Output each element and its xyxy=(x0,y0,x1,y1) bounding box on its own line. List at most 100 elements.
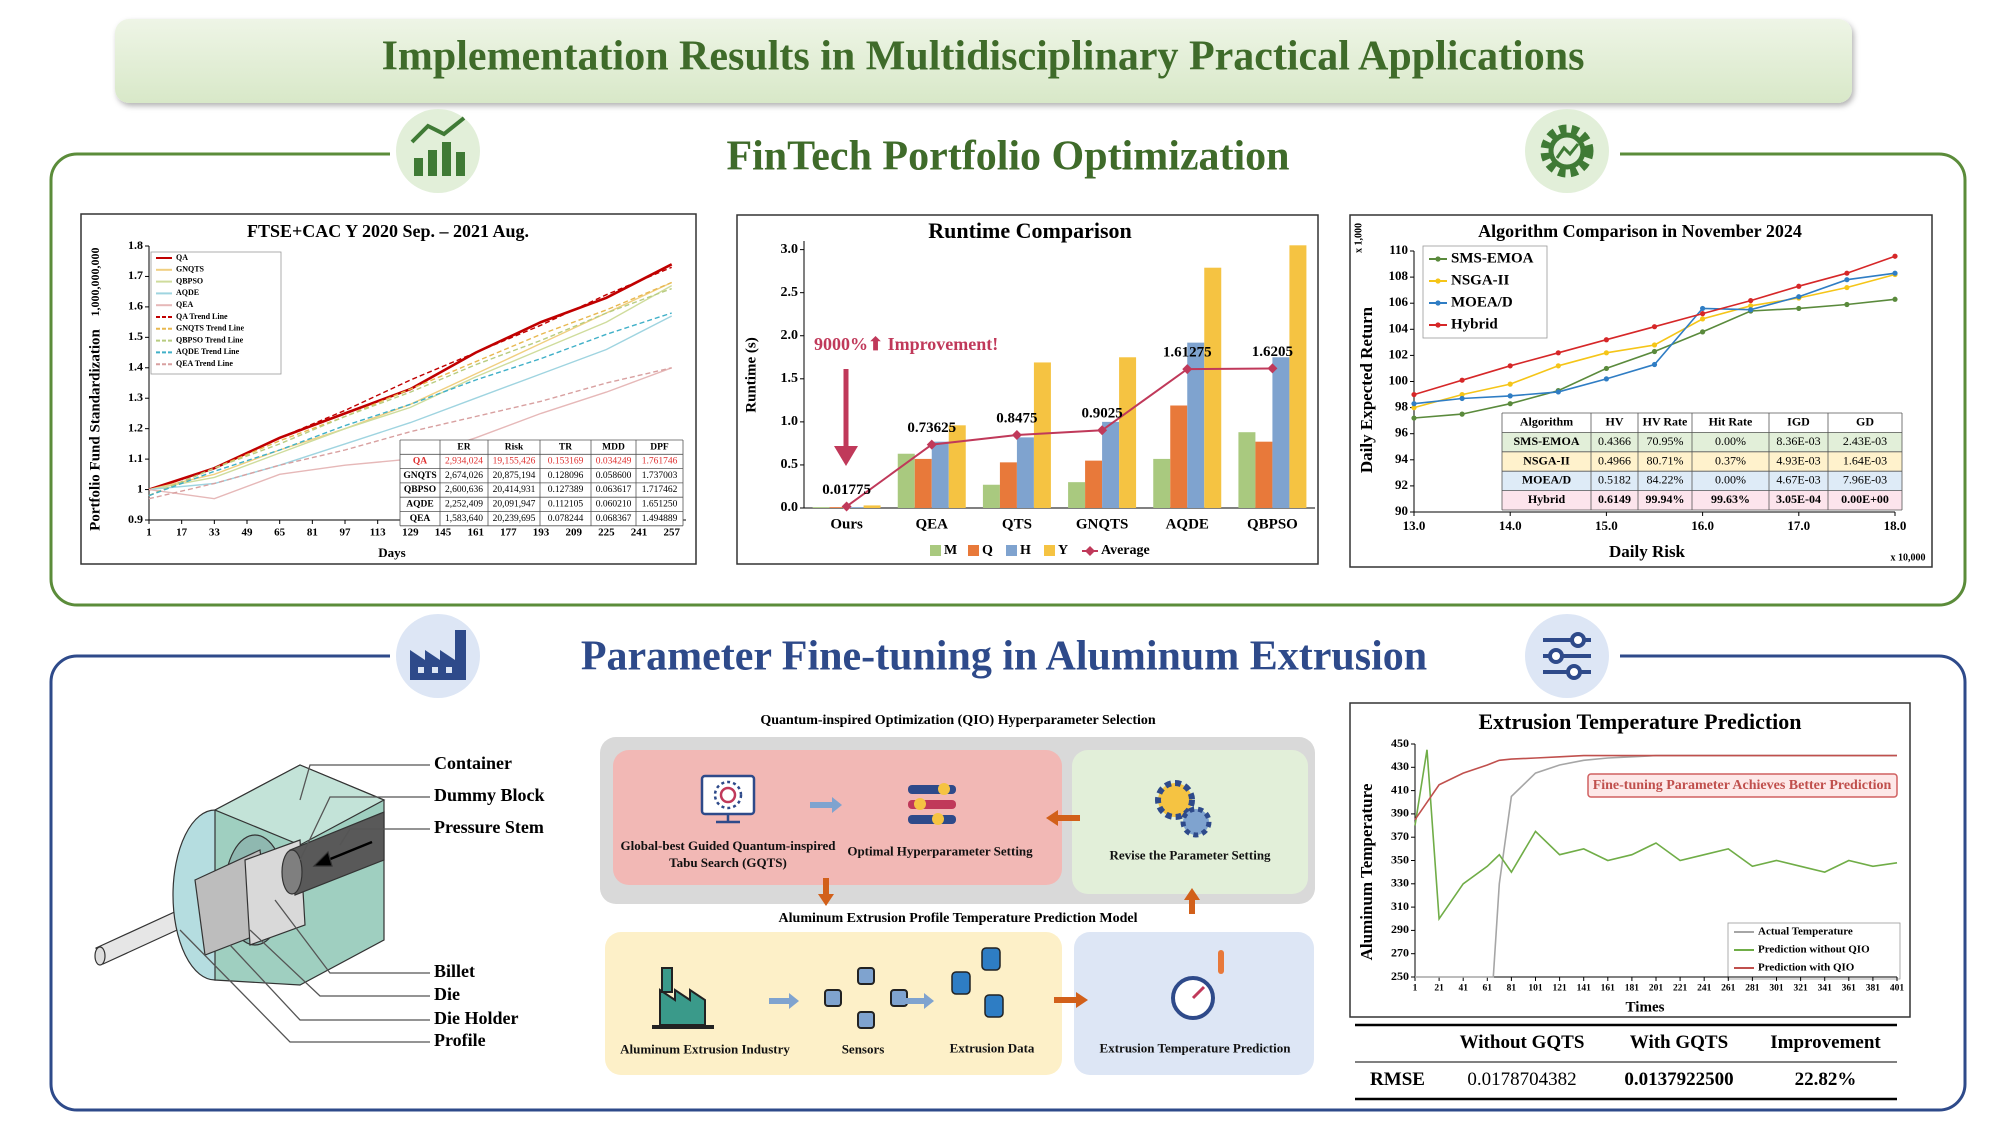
table-cell: 1.717462 xyxy=(642,485,678,495)
table-cell: 0.068367 xyxy=(596,514,632,524)
step-label: Optimal Hyperparameter Setting xyxy=(847,843,1033,859)
table-header: ER xyxy=(457,442,470,452)
average-marker xyxy=(841,501,852,512)
table-cell: AQDE xyxy=(406,500,433,510)
table-cell: 1.737003 xyxy=(642,471,678,481)
table-header: Without GQTS xyxy=(1460,1032,1585,1053)
legend-box xyxy=(1422,245,1548,339)
title-gap xyxy=(390,140,1620,170)
part-label: Die Holder xyxy=(434,1008,518,1028)
x-tick-label: 241 xyxy=(631,527,648,539)
series-marker xyxy=(1411,391,1417,398)
model-title: Aluminum Extrusion Profile Temperature P… xyxy=(779,911,1138,926)
step-label: Extrusion Data xyxy=(949,1040,1035,1056)
leader-lines xyxy=(179,764,430,1043)
step-label: Extrusion Temperature Prediction xyxy=(1099,1040,1291,1056)
y-tick-label: 2.5 xyxy=(781,285,799,300)
series-line xyxy=(148,284,673,491)
table-cell: 1.494889 xyxy=(642,514,678,524)
series-line xyxy=(148,287,672,497)
table-cell: 99.63% xyxy=(1711,492,1750,506)
legend-label: GNQTS xyxy=(176,265,205,274)
y-tick-label: 1.7 xyxy=(128,268,143,282)
x-tick-label: 221 xyxy=(1673,984,1688,994)
y-tick-label: 94 xyxy=(1395,451,1409,466)
x-tick-label: QBPSO xyxy=(1247,516,1298,532)
annotation-arrow xyxy=(834,369,858,466)
table-cell: MOEA/D xyxy=(1522,473,1572,487)
average-marker xyxy=(1097,425,1108,436)
table-row-bg xyxy=(1502,471,1902,491)
series-line xyxy=(148,266,672,497)
y-tick-label: 100 xyxy=(1389,372,1409,387)
y-tick-label: 1.4 xyxy=(128,360,143,374)
series-marker xyxy=(1748,307,1754,313)
table-cell: 0.058600 xyxy=(596,471,632,481)
table-cell: QA xyxy=(413,457,427,467)
table-header: HV Rate xyxy=(1643,414,1688,428)
axis-label: Days xyxy=(378,545,405,560)
series-marker xyxy=(1748,297,1754,304)
x-tick-label: 61 xyxy=(1483,984,1493,994)
series-marker xyxy=(1411,405,1417,411)
series-marker xyxy=(1459,377,1465,383)
series-marker xyxy=(1603,365,1609,372)
table-header: IGD xyxy=(1787,414,1810,428)
data-label: 0.01775 xyxy=(822,482,871,498)
series-marker xyxy=(1411,401,1417,407)
y-tick-label: 1.8 xyxy=(128,238,143,252)
legend-label: H xyxy=(1020,543,1031,558)
legend-swatch xyxy=(930,545,941,556)
bar xyxy=(1272,357,1290,508)
x-tick-label: 41 xyxy=(1458,984,1468,994)
table-cell: 20,414,931 xyxy=(493,485,536,495)
slider-icon xyxy=(1525,614,1609,698)
x-tick-label: 81 xyxy=(1507,984,1517,994)
section-title: FinTech Portfolio Optimization xyxy=(726,134,1289,180)
legend-label: M xyxy=(944,543,957,558)
x-tick-label: 241 xyxy=(1697,984,1712,994)
y-tick-label: 0.5 xyxy=(781,457,799,472)
annotation: Fine-tuning Parameter Achieves Better Pr… xyxy=(1593,778,1892,793)
x-tick-label: 129 xyxy=(402,527,419,539)
bar xyxy=(914,458,932,508)
table-header: GD xyxy=(1856,414,1874,428)
axis-label: x 10,000 xyxy=(1891,552,1926,563)
table-cell: 19,155,426 xyxy=(493,457,536,467)
settings-icon xyxy=(908,783,956,825)
y-tick-label: 450 xyxy=(1391,736,1409,750)
y-tick-label: 104 xyxy=(1389,320,1409,335)
table-cell: 20,239,695 xyxy=(493,514,536,524)
x-tick-label: 161 xyxy=(467,527,484,539)
x-tick-label: 193 xyxy=(533,527,550,539)
legend-label: QBPSO Trend Line xyxy=(176,335,244,344)
table-row-bg xyxy=(1502,432,1902,452)
series-marker xyxy=(1651,342,1658,348)
series-marker xyxy=(1507,363,1513,369)
x-tick-label: 209 xyxy=(565,527,582,539)
table-cell: 70.95% xyxy=(1647,434,1684,448)
series-marker xyxy=(1603,337,1609,343)
table-cell: 3.05E-04 xyxy=(1776,492,1821,506)
bar xyxy=(1187,342,1205,508)
part-label: Profile xyxy=(434,1030,486,1050)
sensors-icon xyxy=(824,967,908,1029)
x-tick-label: 113 xyxy=(370,527,386,539)
table-row-bg xyxy=(1502,490,1902,510)
x-tick-label: AQDE xyxy=(1166,516,1209,532)
series-marker xyxy=(1796,294,1802,300)
series-marker xyxy=(1459,391,1465,398)
table-header: TR xyxy=(559,442,572,452)
series-marker xyxy=(1411,415,1417,421)
legend-swatch xyxy=(1435,278,1441,284)
x-tick-label: Ours xyxy=(830,516,863,532)
x-tick-label: GNQTS xyxy=(1076,516,1129,532)
series-line xyxy=(148,281,672,497)
part-label: Dummy Block xyxy=(434,785,545,805)
series-marker xyxy=(1459,411,1465,417)
x-tick-label: 161 xyxy=(1601,984,1616,994)
series-line xyxy=(148,367,672,500)
x-tick-label: 401 xyxy=(1890,984,1905,994)
x-tick-label: 225 xyxy=(598,527,615,539)
